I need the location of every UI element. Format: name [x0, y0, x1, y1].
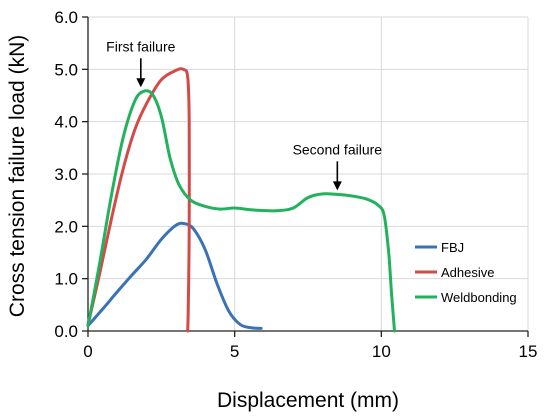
y-tick-label: 5.0 — [54, 60, 78, 79]
y-tick-label: 0.0 — [54, 322, 78, 341]
x-tick-labels: 0 5 10 15 — [83, 342, 537, 361]
legend: FBJ Adhesive Weldbonding — [415, 240, 517, 305]
x-axis-title: Displacement (mm) — [217, 389, 399, 412]
y-tick-label: 6.0 — [54, 8, 78, 27]
annotation-arrow-head — [332, 181, 342, 191]
legend-label-fbj: FBJ — [441, 240, 464, 255]
axes — [82, 16, 529, 337]
grid — [87, 16, 529, 332]
annotation-label: First failure — [106, 38, 175, 54]
x-tick-label: 15 — [519, 342, 538, 361]
y-tick-labels: 0.0 1.0 2.0 3.0 4.0 5.0 6.0 — [54, 8, 78, 341]
y-tick-label: 4.0 — [54, 113, 78, 132]
legend-label-adhesive: Adhesive — [441, 265, 494, 280]
y-axis-title: Cross tension failure load (kN) — [6, 35, 29, 317]
annotation-label: Second failure — [293, 141, 383, 157]
x-tick-label: 10 — [372, 342, 391, 361]
y-tick-label: 2.0 — [54, 217, 78, 236]
legend-label-weldbonding: Weldbonding — [441, 290, 517, 305]
series-line-adhesive — [86, 67, 191, 333]
series-line-weldbonding — [86, 89, 396, 333]
series-line-fbj — [86, 221, 263, 330]
y-tick-label: 3.0 — [54, 165, 78, 184]
annotations: First failure Second failure — [106, 38, 383, 191]
y-tick-label: 1.0 — [54, 270, 78, 289]
x-tick-label: 0 — [83, 342, 92, 361]
annotation-arrow-head — [136, 78, 146, 88]
x-tick-label: 5 — [230, 342, 239, 361]
series-lines — [86, 67, 396, 333]
